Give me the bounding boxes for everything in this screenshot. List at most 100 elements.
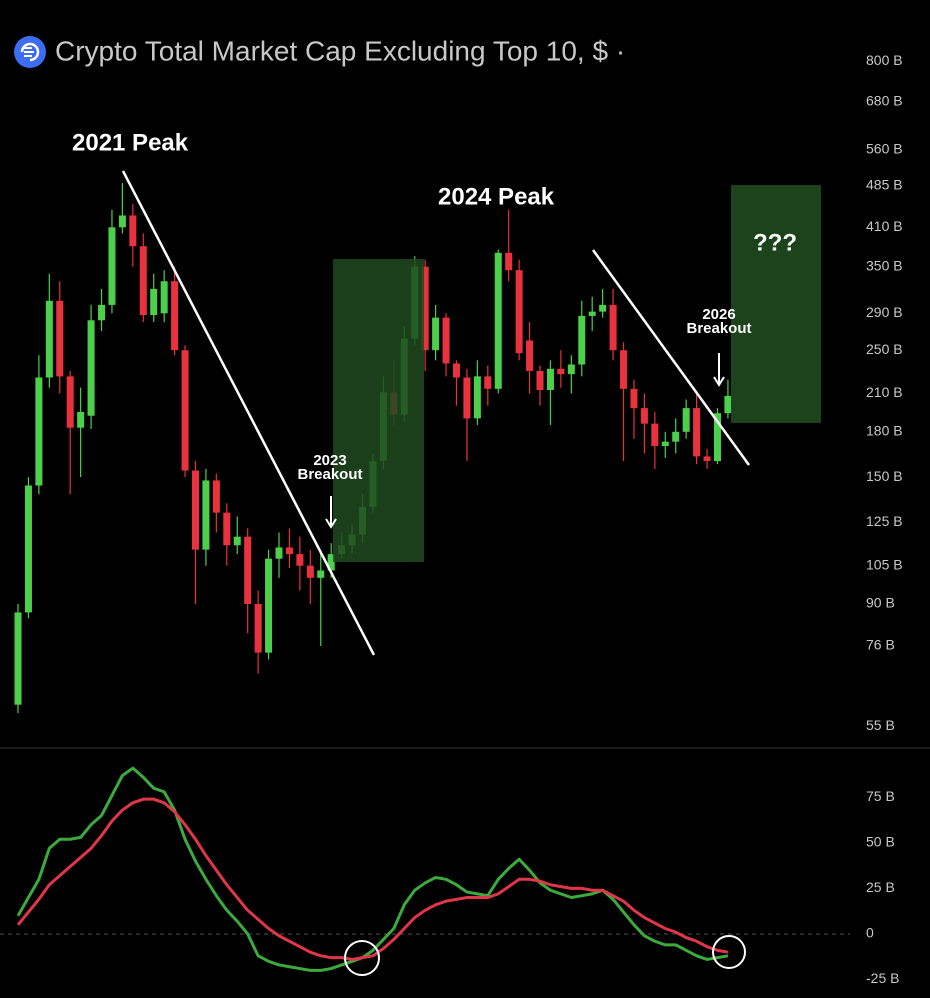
chart-title: Crypto Total Market Cap Excluding Top 10…	[55, 35, 625, 66]
annotation: 2024 Peak	[438, 183, 555, 210]
candle-body	[515, 270, 523, 354]
candle-body	[640, 408, 648, 424]
candle-body	[171, 281, 179, 351]
candle-body	[317, 570, 325, 578]
highlight-box	[731, 185, 821, 423]
candle-body	[526, 340, 534, 371]
candle-body	[118, 215, 126, 228]
candle-body	[484, 376, 492, 389]
candle-body	[87, 320, 95, 416]
y-tick-label: 105 B	[866, 556, 903, 572]
annotation: 2023	[313, 452, 346, 469]
y-tick-label: 290 B	[866, 304, 903, 320]
candle-body	[682, 408, 690, 432]
y-tick-label: 680 B	[866, 92, 903, 108]
candle-body	[588, 311, 596, 316]
candle-body	[160, 281, 168, 314]
y-tick-label: 800 B	[866, 52, 903, 68]
highlight-circle	[344, 940, 380, 976]
candle-body	[599, 304, 607, 312]
candle-body	[150, 288, 158, 316]
annotation: 2026	[702, 306, 735, 323]
y-tick-label: 90 B	[866, 595, 895, 611]
candle-body	[651, 423, 659, 447]
candle-body	[108, 227, 116, 305]
candle-body	[223, 512, 231, 546]
candle-body	[452, 363, 460, 378]
candle-body	[463, 377, 471, 419]
candle-body	[567, 364, 575, 375]
candle-body	[620, 350, 628, 389]
candle-body	[139, 246, 147, 316]
y-tick-label: 25 B	[866, 879, 895, 895]
candle-body	[609, 304, 617, 351]
candle-body	[66, 376, 74, 428]
candle-body	[98, 304, 106, 321]
candle-body	[45, 300, 53, 378]
y-tick-label: 55 B	[866, 717, 895, 733]
candle-body	[661, 441, 669, 447]
y-tick-label: 560 B	[866, 141, 903, 157]
highlight-box	[333, 259, 424, 562]
candle-body	[202, 480, 210, 550]
y-tick-label: 150 B	[866, 468, 903, 484]
candle-body	[306, 565, 314, 578]
candle-body	[285, 547, 293, 555]
y-tick-label: 125 B	[866, 513, 903, 529]
arrow	[713, 353, 725, 387]
candle-body	[56, 300, 64, 377]
candle-body	[494, 252, 502, 389]
annotation: ???	[753, 229, 797, 256]
candle-body	[181, 350, 189, 471]
candle-body	[254, 603, 262, 653]
trend-line	[591, 249, 751, 466]
candle-body	[672, 431, 680, 442]
y-tick-label: 350 B	[866, 257, 903, 273]
y-tick-label: 50 B	[866, 834, 895, 850]
y-tick-label: 0	[866, 925, 874, 941]
trend-line	[121, 170, 376, 656]
y-tick-label: 180 B	[866, 423, 903, 439]
candle-body	[14, 612, 22, 705]
candle-body	[191, 470, 199, 550]
y-tick-label: 210 B	[866, 384, 903, 400]
candle-body	[77, 411, 85, 428]
annotation: 2021 Peak	[72, 129, 189, 156]
candle-body	[432, 317, 440, 351]
candle-body	[505, 252, 513, 271]
candle-body	[536, 370, 544, 390]
annotation: Breakout	[686, 320, 751, 337]
y-tick-label: 75 B	[866, 788, 895, 804]
candle-body	[713, 413, 721, 462]
indicator-line	[16, 797, 729, 961]
highlight-circle	[712, 935, 746, 969]
y-tick-label: 250 B	[866, 341, 903, 357]
candle-body	[129, 215, 137, 247]
candle-body	[557, 368, 565, 375]
y-tick-label: -25 B	[866, 970, 899, 986]
annotation: Breakout	[297, 466, 362, 483]
candle-body	[24, 485, 32, 613]
candle-body	[546, 368, 554, 390]
y-tick-label: 76 B	[866, 637, 895, 653]
candle-body	[703, 456, 711, 462]
candle-body	[275, 547, 283, 559]
candle-body	[630, 388, 638, 409]
candle-body	[327, 554, 335, 571]
candle-body	[35, 377, 43, 486]
candle-body	[442, 317, 450, 364]
candle-body	[473, 376, 481, 419]
indicator-line	[16, 766, 729, 972]
y-tick-label: 410 B	[866, 218, 903, 234]
candle-body	[724, 395, 732, 414]
title-icon	[14, 36, 46, 68]
candle-body	[265, 558, 273, 653]
candle-body	[296, 554, 304, 566]
arrow	[325, 496, 337, 529]
candle-body	[212, 480, 220, 513]
candle-body	[693, 408, 701, 457]
candle-body	[233, 536, 241, 546]
